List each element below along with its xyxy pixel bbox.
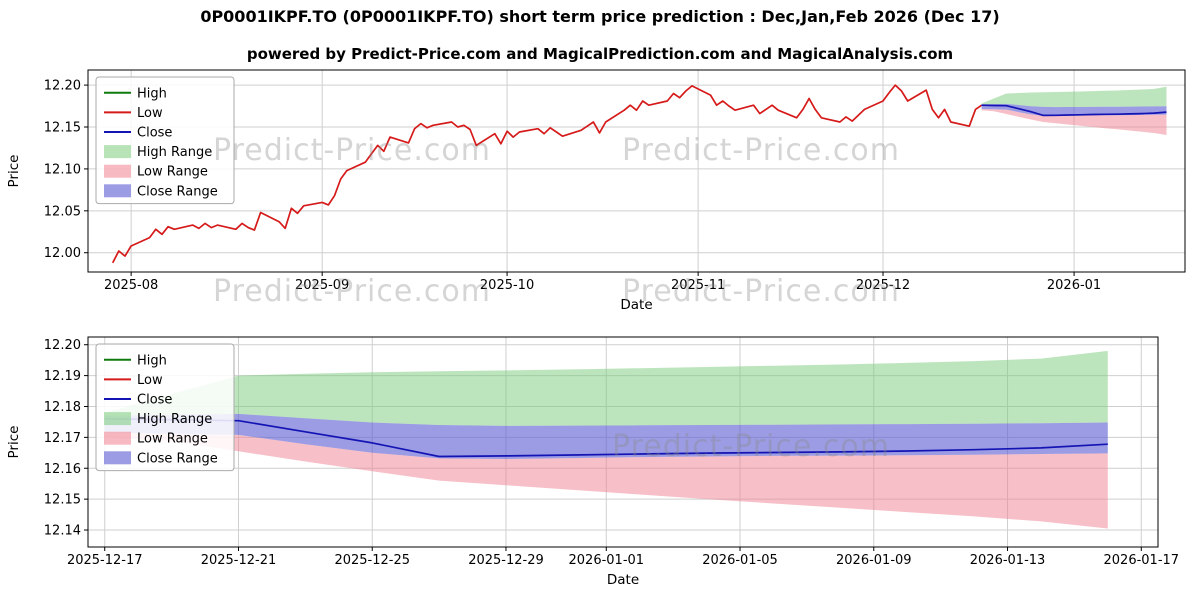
x-axis-label: Date <box>620 297 652 313</box>
legend-swatch-high-range <box>104 412 131 426</box>
x-tick-label: 2026-01-17 <box>1104 553 1180 568</box>
band-high-range <box>981 86 1167 108</box>
y-tick-label: 12.00 <box>44 246 81 261</box>
x-tick-label: 2025-12-21 <box>201 553 277 568</box>
legend-label: High Range <box>137 145 212 160</box>
y-tick-label: 12.16 <box>44 462 81 477</box>
axes-frame <box>87 336 1159 548</box>
y-tick-label: 12.15 <box>44 493 81 508</box>
band-close-range <box>981 103 1167 117</box>
legend-swatch-low-range <box>104 164 131 178</box>
y-tick-label: 12.20 <box>44 338 81 353</box>
legend-label: Close <box>137 126 172 141</box>
page-subtitle: powered by Predict-Price.com and Magical… <box>246 45 954 63</box>
x-axis-label: Date <box>607 572 639 588</box>
series-low-line <box>111 84 983 264</box>
y-tick-label: 12.15 <box>44 120 81 135</box>
series-close-line <box>981 104 1167 117</box>
y-tick-label: 12.17 <box>44 431 81 446</box>
series-close-line <box>104 417 1108 458</box>
axes-frame <box>87 69 1186 273</box>
legend-swatch-close-range <box>104 451 131 465</box>
x-tick-label: 2025-12-17 <box>67 553 143 568</box>
x-tick-label: 2025-10 <box>480 278 534 293</box>
x-tick-label: 2025-12-29 <box>468 553 544 568</box>
band-close-range <box>104 413 1108 459</box>
legend-label: Close <box>137 393 172 408</box>
y-tick-label: 12.10 <box>44 162 81 177</box>
y-tick-label: 12.19 <box>44 369 81 384</box>
x-tick-label: 2025-09 <box>295 278 349 293</box>
legend-label: Close Range <box>137 451 218 466</box>
legend-label: Low <box>137 106 163 121</box>
band-high-range <box>104 350 1108 426</box>
legend-swatch-close-range <box>104 184 131 198</box>
y-tick-label: 12.18 <box>44 400 81 415</box>
price-history-chart: 2025-08 2025-09 2025-10 2025-11 2025-12 2026-… <box>6 69 1186 313</box>
band-low-range <box>104 432 1108 529</box>
y-axis-label: Price <box>6 155 22 188</box>
page-title: 0P0001IKPF.TO (0P0001IKPF.TO) short term… <box>200 7 1000 26</box>
legend-label: Low <box>137 373 163 388</box>
legend-label: Low Range <box>137 432 208 447</box>
legend-swatch-high-range <box>104 145 131 159</box>
x-tick-label: 2025-11 <box>671 278 725 293</box>
band-low-range <box>981 109 1167 135</box>
legend-label: High <box>137 86 167 101</box>
legend-label: Close Range <box>137 184 218 199</box>
y-axis-label: Price <box>6 426 22 459</box>
legend-label: High Range <box>137 412 212 427</box>
x-tick-label: 2025-12-25 <box>334 553 410 568</box>
x-tick-label: 2026-01-01 <box>569 553 645 568</box>
prediction-detail-chart: 2025-12-17 2025-12-21 2025-12-25 2025-12-29… <box>6 336 1180 588</box>
y-tick-label: 12.05 <box>44 204 81 219</box>
x-tick-label: 2026-01-05 <box>702 553 778 568</box>
legend-label: High <box>137 353 167 368</box>
x-tick-label: 2026-01-13 <box>970 553 1046 568</box>
x-tick-label: 2026-01-09 <box>836 553 912 568</box>
legend-label: Low Range <box>137 165 208 180</box>
legend-swatch-low-range <box>104 431 131 445</box>
y-tick-label: 12.14 <box>44 524 81 539</box>
x-tick-label: 2026-01 <box>1047 278 1101 293</box>
y-tick-label: 12.20 <box>44 79 81 94</box>
x-tick-label: 2025-08 <box>104 278 158 293</box>
x-tick-label: 2025-12 <box>856 278 910 293</box>
